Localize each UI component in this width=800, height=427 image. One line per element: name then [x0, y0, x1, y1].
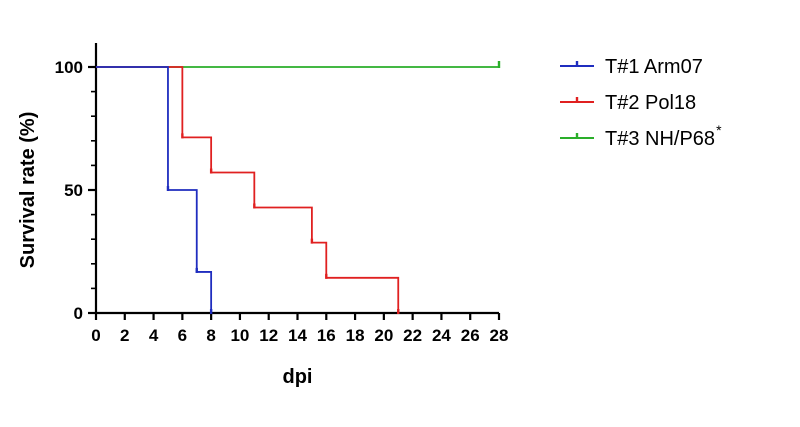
chart-legend: T#1 Arm07 T#2 Pol18 T#3 NH/P68 *: [560, 56, 722, 150]
x-tick-label: 18: [346, 326, 365, 345]
y-tick-label: 50: [64, 181, 83, 200]
x-tick-label: 20: [374, 326, 393, 345]
x-tick-label: 0: [91, 326, 100, 345]
y-tick-label: 100: [55, 58, 83, 77]
x-tick-label: 10: [230, 326, 249, 345]
y-axis-title: Survival rate (%): [17, 112, 39, 269]
legend-significance-mark: *: [716, 122, 722, 138]
x-tick-label: 16: [317, 326, 336, 345]
legend-item-1: T#1 Arm07: [560, 56, 703, 78]
legend-item-3: T#3 NH/P68 *: [560, 122, 722, 150]
x-tick-label: 6: [178, 326, 187, 345]
series-line-1: [96, 66, 213, 313]
x-tick-label: 14: [288, 326, 307, 345]
x-tick-label: 24: [432, 326, 451, 345]
x-tick-label: 26: [461, 326, 480, 345]
x-tick-label: 2: [120, 326, 129, 345]
chart-series: [96, 61, 501, 314]
legend-label: T#3 NH/P68: [605, 128, 715, 150]
x-tick-label: 22: [403, 326, 422, 345]
x-tick-label: 4: [149, 326, 159, 345]
x-axis-title: dpi: [283, 366, 313, 388]
legend-item-2: T#2 Pol18: [560, 92, 696, 114]
x-tick-label: 28: [490, 326, 509, 345]
legend-label: T#1 Arm07: [605, 56, 703, 78]
series-line-2: [96, 66, 400, 313]
legend-label: T#2 Pol18: [605, 92, 696, 114]
x-tick-label: 12: [259, 326, 278, 345]
x-tick-label: 8: [206, 326, 215, 345]
y-tick-label: 0: [74, 304, 83, 323]
